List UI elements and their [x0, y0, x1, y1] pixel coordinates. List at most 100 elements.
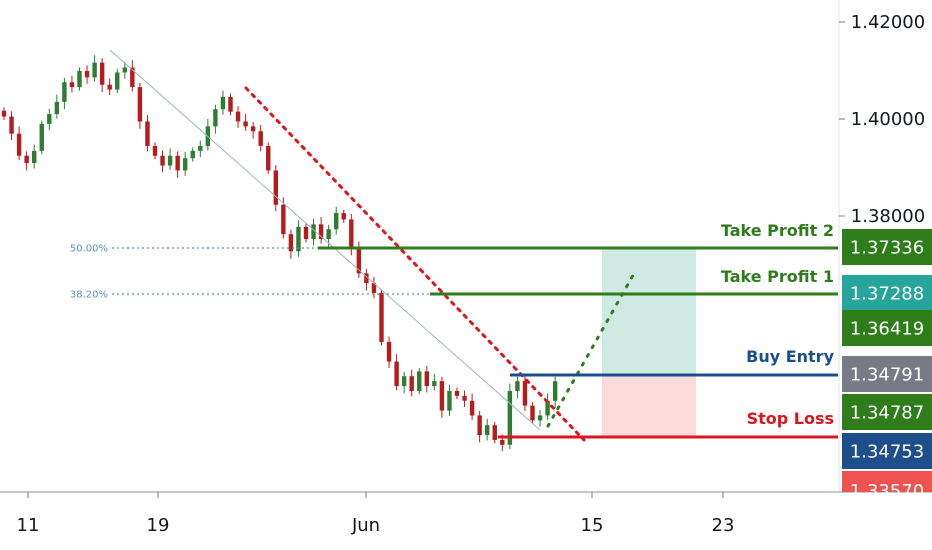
- candle: [99, 58, 105, 93]
- candle-body: [167, 155, 173, 166]
- candle-body: [311, 224, 316, 240]
- candle-body: [266, 145, 271, 171]
- candle-body: [401, 376, 407, 387]
- candle: [243, 114, 248, 131]
- candle-body: [9, 116, 14, 134]
- fib-label: 50.00%: [70, 244, 108, 255]
- stop-loss-label: Stop Loss: [747, 409, 834, 428]
- x-tick-label: 19: [147, 515, 170, 536]
- candle: [137, 82, 143, 129]
- candle: [447, 384, 452, 416]
- candle: [364, 268, 369, 291]
- candle-body: [152, 145, 158, 156]
- price-tag-level: 1.36419: [842, 310, 932, 346]
- candle: [341, 209, 346, 223]
- price-tag-bg: [842, 275, 932, 311]
- y-tick-label: 1.42000: [851, 12, 925, 33]
- candle-body: [122, 67, 127, 73]
- candle: [84, 65, 90, 84]
- candle-body: [220, 96, 226, 110]
- candle: [152, 142, 158, 160]
- reward-zone: [602, 248, 696, 375]
- candle: [439, 376, 445, 418]
- candle: [32, 144, 37, 169]
- candle-body: [39, 123, 44, 151]
- candle: [115, 69, 120, 94]
- candle: [432, 373, 437, 391]
- candle: [545, 393, 550, 420]
- candle-body: [175, 155, 180, 171]
- candle: [258, 124, 263, 152]
- price-tag-text: 1.33570: [850, 481, 924, 502]
- candle-body: [92, 62, 97, 78]
- candle: [107, 78, 112, 95]
- candle: [417, 367, 422, 395]
- candle-body: [492, 425, 497, 440]
- candle: [530, 402, 535, 424]
- candle-body: [77, 70, 82, 88]
- candle: [462, 390, 467, 408]
- candle-body: [243, 121, 248, 127]
- x-tick-label: 15: [581, 515, 604, 536]
- candle-body: [530, 405, 535, 421]
- candle: [160, 150, 165, 172]
- candle-body: [228, 96, 233, 112]
- candle-body: [250, 126, 256, 132]
- candle-body: [334, 213, 339, 230]
- x-tick-label: 11: [17, 515, 40, 536]
- candle: [130, 60, 135, 92]
- price-tag-text: 1.37336: [850, 238, 924, 259]
- candle: [394, 354, 399, 391]
- price-tag-text: 1.36419: [850, 319, 924, 340]
- candle: [537, 410, 543, 427]
- candle: [183, 151, 188, 176]
- candle-body: [115, 72, 120, 90]
- price-tag-bg: [842, 471, 932, 492]
- candle-body: [386, 341, 392, 362]
- price-tag-text: 1.37288: [850, 284, 924, 305]
- candle-body: [545, 400, 550, 416]
- price-tag-bg: [842, 229, 932, 265]
- candle: [424, 365, 429, 393]
- price-tag-bg: [842, 356, 932, 392]
- channel-line: [109, 49, 541, 431]
- price-tag-stop-loss: 1.34753: [842, 433, 932, 469]
- projection-path: [546, 268, 638, 428]
- candle-body: [160, 155, 165, 166]
- candle: [198, 140, 203, 158]
- candle: [401, 371, 407, 394]
- candle: [492, 421, 497, 444]
- candle: [190, 147, 195, 162]
- price-tag-text: 1.34787: [850, 403, 924, 424]
- candle: [311, 218, 316, 246]
- candle: [122, 62, 127, 79]
- price-tag-buy-entry: 1.34791: [842, 356, 932, 392]
- price-tag-bg: [842, 433, 932, 469]
- candlestick-series: [1, 55, 558, 452]
- candle-body: [258, 131, 263, 146]
- candle-body: [273, 170, 278, 205]
- candle-body: [341, 213, 346, 220]
- candle-body: [24, 155, 29, 164]
- candle: [454, 387, 460, 400]
- candle: [145, 115, 150, 152]
- candle: [92, 55, 97, 82]
- candle-body: [364, 273, 369, 284]
- candle-body: [349, 219, 354, 249]
- candle: [69, 75, 75, 93]
- candle-body: [439, 381, 445, 411]
- candle-body: [500, 439, 505, 445]
- candle-body: [356, 248, 362, 274]
- candle: [552, 376, 558, 409]
- candle-body: [469, 400, 475, 416]
- candle: [175, 151, 180, 178]
- candle: [213, 104, 218, 134]
- candle: [296, 220, 301, 257]
- take-profit-1-label: Take Profit 1: [721, 267, 834, 286]
- candle: [386, 336, 392, 368]
- candle: [167, 148, 173, 170]
- candle-body: [296, 226, 301, 252]
- candle-body: [99, 62, 105, 85]
